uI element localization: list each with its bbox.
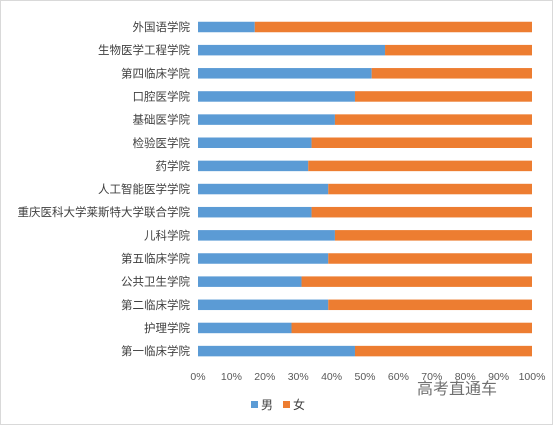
bar-segment-female-5 — [311, 137, 532, 148]
bar-segment-female-9 — [334, 230, 532, 241]
x-tick-label: 30% — [288, 371, 309, 383]
x-tick-label: 20% — [254, 371, 275, 383]
category-label: 护理学院 — [144, 321, 190, 335]
x-tick-label: 70% — [421, 371, 442, 383]
bar-segment-female-10 — [328, 253, 532, 264]
category-label: 外国语学院 — [133, 20, 191, 34]
bar-segment-male-7 — [198, 183, 329, 195]
category-label: 重庆医科大学莱斯特大学联合学院 — [18, 205, 191, 219]
watermark-text: 高考直通车 — [417, 379, 497, 398]
bar-segment-male-8 — [198, 206, 312, 218]
category-label: 检验医学院 — [133, 136, 191, 150]
bar-segment-female-14 — [354, 345, 532, 357]
x-tick-label: 10% — [221, 371, 242, 383]
category-label: 药学院 — [156, 159, 191, 173]
bar-segment-female-3 — [354, 91, 532, 102]
bar-segment-male-9 — [198, 230, 335, 241]
x-tick-label: 100% — [519, 371, 546, 383]
x-tick-label: 90% — [488, 371, 509, 383]
bar-segment-male-11 — [198, 276, 302, 287]
bar-segment-female-6 — [308, 160, 532, 172]
bar-segment-female-8 — [311, 206, 532, 218]
bar-segment-male-0 — [198, 21, 255, 33]
bar-segment-male-10 — [198, 253, 329, 264]
category-label: 人工智能医学学院 — [98, 182, 190, 196]
category-label: 第一临床学院 — [121, 344, 190, 358]
category-label: 基础医学院 — [133, 113, 191, 127]
legend-label-male: 男 — [261, 398, 273, 412]
bar-segment-male-3 — [198, 91, 355, 102]
category-label: 第四临床学院 — [121, 66, 190, 80]
bar-segment-female-1 — [385, 44, 532, 56]
legend-label-female: 女 — [293, 397, 305, 412]
x-tick-label: 40% — [321, 371, 342, 383]
bar-segment-male-14 — [198, 345, 355, 357]
x-tick-label: 80% — [455, 371, 476, 383]
category-labels: 外国语学院生物医学工程学院第四临床学院口腔医学院基础医学院检验医学院药学院人工智… — [18, 20, 191, 358]
legend-swatch-male — [251, 401, 258, 408]
category-label: 生物医学工程学院 — [98, 43, 190, 57]
bar-segment-female-4 — [334, 114, 532, 125]
legend: 男女 — [251, 397, 305, 412]
category-label: 第二临床学院 — [121, 298, 190, 312]
bar-segment-male-6 — [198, 160, 309, 172]
bar-segment-male-4 — [198, 114, 335, 125]
x-tick-label: 50% — [354, 371, 375, 383]
x-tick-labels: 0% 10% 20% 30% 40% 50% 60% 70% 80% 90% 100% — [190, 371, 545, 383]
bars-group — [198, 21, 532, 357]
category-label: 第五临床学院 — [121, 252, 190, 266]
bar-segment-male-13 — [198, 322, 292, 334]
bar-segment-female-13 — [291, 322, 532, 334]
category-label: 公共卫生学院 — [121, 275, 190, 289]
bar-segment-female-0 — [254, 21, 532, 33]
bar-segment-male-2 — [198, 68, 372, 79]
bar-segment-female-7 — [328, 183, 532, 195]
legend-swatch-female — [283, 401, 290, 408]
category-label: 口腔医学院 — [133, 89, 191, 103]
bar-segment-male-1 — [198, 44, 386, 56]
bar-segment-female-12 — [328, 299, 532, 311]
x-tick-label: 60% — [388, 371, 409, 383]
bar-segment-female-2 — [371, 68, 532, 79]
category-label: 儿科学院 — [144, 228, 190, 242]
bar-segment-female-11 — [301, 276, 532, 287]
bar-segment-male-5 — [198, 137, 312, 148]
x-tick-label: 0% — [190, 371, 205, 383]
bar-segment-male-12 — [198, 299, 329, 311]
